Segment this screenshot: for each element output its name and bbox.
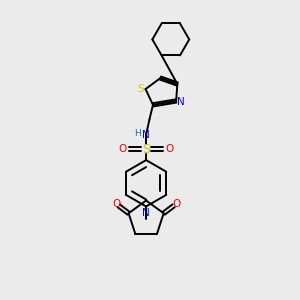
Text: H: H — [134, 129, 141, 138]
Text: N: N — [177, 98, 185, 107]
Text: N: N — [142, 130, 150, 140]
Text: O: O — [112, 199, 120, 209]
Text: O: O — [165, 144, 173, 154]
Text: O: O — [172, 199, 180, 209]
Text: S: S — [137, 84, 143, 94]
Text: S: S — [142, 143, 150, 156]
Text: N: N — [142, 208, 150, 218]
Text: O: O — [119, 144, 127, 154]
